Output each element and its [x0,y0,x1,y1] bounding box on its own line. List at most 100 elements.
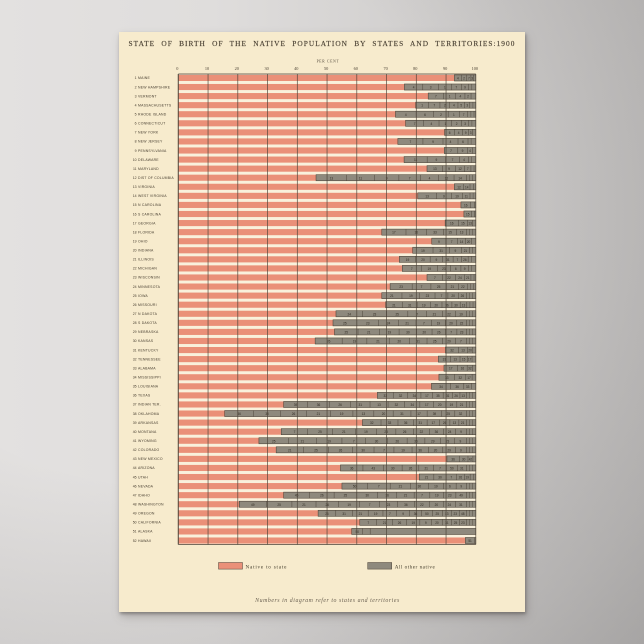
svg-text:33: 33 [465,384,469,388]
svg-text:9: 9 [459,448,461,452]
svg-text:21: 21 [405,321,409,325]
svg-text:CALIFORNIA: CALIFORNIA [138,520,161,524]
svg-text:4: 4 [456,76,458,80]
svg-text:36: 36 [413,511,417,515]
svg-text:9: 9 [435,158,437,162]
svg-text:19: 19 [459,312,463,316]
svg-text:21: 21 [358,511,362,515]
svg-text:17: 17 [431,421,435,425]
svg-text:21: 21 [302,502,306,506]
svg-text:36: 36 [385,493,389,497]
svg-text:23: 23 [132,275,136,279]
svg-text:9: 9 [463,266,465,270]
svg-text:49: 49 [459,493,463,497]
svg-text:21: 21 [450,285,454,289]
svg-text:23: 23 [459,330,463,334]
svg-text:7: 7 [421,493,423,497]
svg-text:4: 4 [457,130,459,134]
svg-text:13: 13 [468,221,472,225]
svg-text:WYOMING: WYOMING [138,439,157,443]
svg-text:9: 9 [437,239,439,243]
svg-text:19: 19 [455,194,459,198]
svg-text:21: 21 [300,439,304,443]
svg-text:44: 44 [132,466,136,470]
svg-text:31: 31 [459,502,463,506]
svg-text:2: 2 [467,94,469,98]
svg-text:26: 26 [132,302,136,306]
svg-text:13: 13 [433,167,437,171]
svg-text:7: 7 [293,430,295,434]
svg-text:36: 36 [237,412,241,416]
svg-text:80: 80 [413,66,417,71]
svg-text:HAWAII: HAWAII [138,538,151,542]
svg-text:6: 6 [424,112,426,116]
svg-text:3: 3 [469,130,471,134]
svg-text:26: 26 [460,294,464,298]
svg-text:3: 3 [134,94,136,98]
svg-text:30: 30 [454,303,458,307]
svg-text:DELAWARE: DELAWARE [138,157,159,161]
svg-text:36: 36 [316,403,320,407]
svg-text:13: 13 [452,421,456,425]
svg-text:13: 13 [461,348,465,352]
svg-text:31: 31 [358,403,362,407]
svg-text:MASSACHUSETTS: MASSACHUSETTS [138,103,172,107]
svg-text:24: 24 [347,312,351,316]
svg-text:5: 5 [460,103,462,107]
svg-text:50: 50 [352,484,356,488]
svg-text:31: 31 [418,421,422,425]
svg-text:15: 15 [465,212,469,216]
svg-text:24: 24 [447,430,451,434]
svg-text:19: 19 [352,339,356,343]
svg-text:S DAKOTA: S DAKOTA [138,321,157,325]
svg-text:MONTANA: MONTANA [138,429,157,433]
svg-text:6: 6 [462,139,464,143]
svg-text:25: 25 [446,412,450,416]
svg-text:33: 33 [445,375,449,379]
svg-text:7: 7 [352,439,354,443]
svg-text:45: 45 [294,493,298,497]
svg-text:Native to state: Native to state [245,564,287,570]
svg-text:9: 9 [460,484,462,488]
svg-text:21: 21 [459,403,463,407]
svg-text:30: 30 [132,339,136,343]
svg-text:1: 1 [134,76,136,80]
svg-text:30: 30 [417,484,421,488]
svg-text:16: 16 [449,221,453,225]
svg-text:9: 9 [443,194,445,198]
svg-text:26: 26 [326,339,330,343]
svg-text:43: 43 [371,466,375,470]
svg-text:STATE OF BIRTH OF THE NATIVE P: STATE OF BIRTH OF THE NATIVE POPULATION … [128,38,515,47]
svg-text:25: 25 [344,330,348,334]
svg-text:2: 2 [443,103,445,107]
svg-text:21: 21 [376,339,380,343]
svg-text:21: 21 [463,248,467,252]
svg-text:17: 17 [425,393,429,397]
svg-text:4: 4 [469,149,471,153]
svg-text:40: 40 [294,66,298,71]
svg-text:9: 9 [459,439,461,443]
svg-text:7: 7 [440,294,442,298]
svg-text:NEBRASKA: NEBRASKA [138,330,159,334]
svg-text:26: 26 [458,475,462,479]
svg-text:10: 10 [132,157,136,161]
svg-text:25: 25 [132,293,136,297]
svg-text:19: 19 [373,511,377,515]
svg-text:41: 41 [132,439,136,443]
svg-text:37: 37 [132,402,136,406]
svg-text:UTAH: UTAH [138,475,148,479]
svg-text:4: 4 [430,121,432,125]
svg-text:13: 13 [445,511,449,515]
svg-text:20: 20 [234,66,238,71]
svg-text:21: 21 [367,330,371,334]
svg-text:9: 9 [448,167,450,171]
svg-text:19: 19 [327,439,331,443]
svg-text:19: 19 [387,330,391,334]
svg-text:CONNECTICUT: CONNECTICUT [138,121,166,125]
svg-text:51: 51 [468,539,472,543]
svg-text:19: 19 [347,502,351,506]
svg-text:7: 7 [368,502,370,506]
svg-text:9: 9 [454,248,456,252]
svg-text:LOUISIANA: LOUISIANA [138,384,159,388]
svg-text:3: 3 [464,121,466,125]
